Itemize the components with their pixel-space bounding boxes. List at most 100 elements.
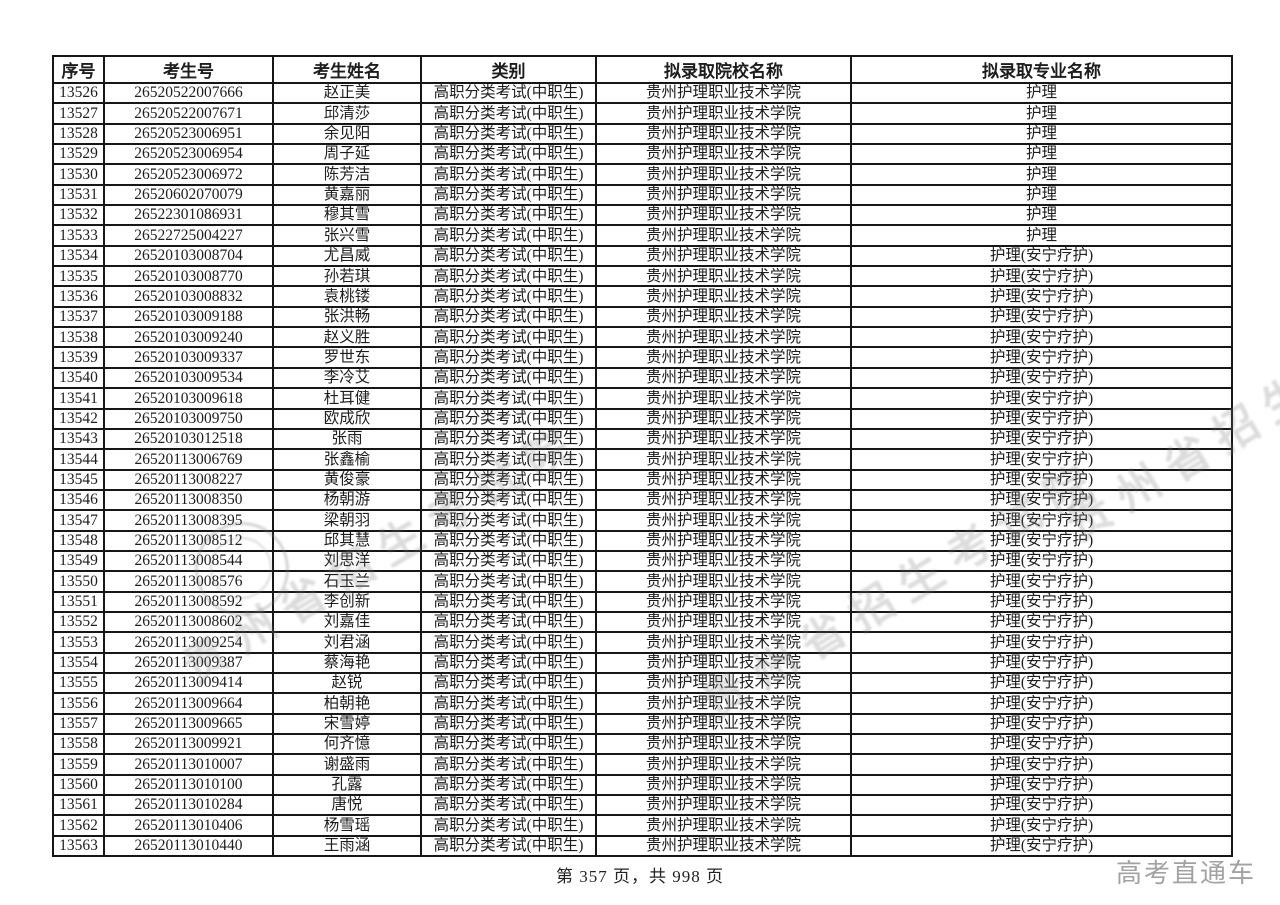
cell-index: 13543 — [52, 427, 105, 451]
cell-college: 贵州护理职业技术学院 — [595, 529, 852, 552]
cell-index: 13556 — [52, 692, 105, 715]
cell-category: 高职分类考试(中职生) — [420, 265, 597, 288]
cell-index: 13529 — [52, 143, 105, 166]
cell-college: 贵州护理职业技术学院 — [595, 305, 852, 329]
table-row: 13534 26520103008704 尤昌威 高职分类考试(中职生) 贵州护理职业技… — [52, 244, 1233, 268]
cell-college: 贵州护理职业技术学院 — [595, 651, 852, 674]
table-row: 13556 26520113009664 柏朝艳 高职分类考试(中职生) 贵州护理职业技… — [52, 692, 1233, 715]
cell-category: 高职分类考试(中职生) — [420, 346, 597, 369]
cell-college: 贵州护理职业技术学院 — [595, 183, 852, 207]
cell-category: 高职分类考试(中职生) — [420, 794, 597, 817]
cell-index: 13536 — [52, 285, 105, 308]
cell-college: 贵州护理职业技术学院 — [595, 285, 852, 308]
table-row: 13539 26520103009337 罗世东 高职分类考试(中职生) 贵州护理职业技… — [52, 346, 1233, 369]
cell-index: 13553 — [52, 631, 105, 654]
cell-candidate-no: 26520113009387 — [103, 651, 274, 674]
table-row: 13541 26520103009618 杜耳健 高职分类考试(中职生) 贵州护理职业技… — [52, 387, 1233, 410]
cell-index: 13562 — [52, 814, 105, 837]
table-row: 13543 26520103012518 张雨 高职分类考试(中职生) 贵州护理职业技术… — [52, 427, 1233, 451]
cell-index: 13545 — [52, 468, 105, 491]
cell-index: 13535 — [52, 265, 105, 288]
table-row: 13540 26520103009534 李冷艾 高职分类考试(中职生) 贵州护理职业技… — [52, 366, 1233, 390]
cell-major: 护理(安宁疗护) — [850, 326, 1233, 349]
cell-major: 护理(安宁疗护) — [850, 407, 1233, 430]
cell-index: 13538 — [52, 326, 105, 349]
header-name: 考生姓名 — [272, 55, 422, 84]
cell-candidate-no: 26520113008592 — [103, 590, 274, 613]
cell-major: 护理(安宁疗护) — [850, 671, 1233, 695]
cell-name: 黄俊豪 — [272, 468, 422, 491]
cell-major: 护理(安宁疗护) — [850, 590, 1233, 613]
cell-college: 贵州护理职业技术学院 — [595, 794, 852, 817]
cell-college: 贵州护理职业技术学院 — [595, 244, 852, 268]
table-body: 13526 26520522007666 赵正美 高职分类考试(中职生) 贵州护理职业技… — [52, 81, 1233, 858]
cell-category: 高职分类考试(中职生) — [420, 549, 597, 573]
cell-major: 护理(安宁疗护) — [850, 753, 1233, 776]
cell-major: 护理(安宁疗护) — [850, 610, 1233, 634]
cell-category: 高职分类考试(中职生) — [420, 224, 597, 247]
cell-category: 高职分类考试(中职生) — [420, 81, 597, 105]
cell-category: 高职分类考试(中职生) — [420, 448, 597, 471]
cell-college: 贵州护理职业技术学院 — [595, 224, 852, 247]
cell-index: 13526 — [52, 81, 105, 105]
cell-candidate-no: 26520113010406 — [103, 814, 274, 837]
cell-index: 13558 — [52, 732, 105, 756]
table-row: 13537 26520103009188 张洪畅 高职分类考试(中职生) 贵州护理职业技… — [52, 305, 1233, 329]
cell-name: 何齐憶 — [272, 732, 422, 756]
table-row: 13558 26520113009921 何齐憶 高职分类考试(中职生) 贵州护理职业技… — [52, 732, 1233, 756]
cell-college: 贵州护理职业技术学院 — [595, 326, 852, 349]
cell-index: 13541 — [52, 387, 105, 410]
cell-name: 赵义胜 — [272, 326, 422, 349]
cell-candidate-no: 26520113008227 — [103, 468, 274, 491]
cell-name: 孙若琪 — [272, 265, 422, 288]
cell-index: 13546 — [52, 488, 105, 512]
cell-college: 贵州护理职业技术学院 — [595, 265, 852, 288]
cell-major: 护理(安宁疗护) — [850, 570, 1233, 593]
cell-category: 高职分类考试(中职生) — [420, 631, 597, 654]
cell-candidate-no: 26520523006972 — [103, 163, 274, 186]
cell-index: 13547 — [52, 509, 105, 532]
brand-logo: 高考直通车 — [1115, 858, 1256, 888]
table-row: 13533 26522725004227 张兴雪 高职分类考试(中职生) 贵州护理职业技… — [52, 224, 1233, 247]
cell-candidate-no: 26520113008576 — [103, 570, 274, 593]
cell-major: 护理(安宁疗护) — [850, 834, 1233, 858]
cell-name: 陈芳洁 — [272, 163, 422, 186]
cell-name: 袁桃镂 — [272, 285, 422, 308]
cell-major: 护理(安宁疗护) — [850, 794, 1233, 817]
cell-name: 张雨 — [272, 427, 422, 451]
cell-college: 贵州护理职业技术学院 — [595, 143, 852, 166]
cell-college: 贵州护理职业技术学院 — [595, 631, 852, 654]
header-candidate-no: 考生号 — [103, 55, 274, 84]
cell-major: 护理(安宁疗护) — [850, 244, 1233, 268]
table-row: 13552 26520113008602 刘嘉佳 高职分类考试(中职生) 贵州护理职业技… — [52, 610, 1233, 634]
cell-index: 13560 — [52, 773, 105, 797]
cell-candidate-no: 26522725004227 — [103, 224, 274, 247]
cell-college: 贵州护理职业技术学院 — [595, 570, 852, 593]
cell-index: 13544 — [52, 448, 105, 471]
cell-major: 护理(安宁疗护) — [850, 265, 1233, 288]
cell-college: 贵州护理职业技术学院 — [595, 488, 852, 512]
table-row: 13563 26520113010440 王雨涵 高职分类考试(中职生) 贵州护理职业技… — [52, 834, 1233, 858]
cell-major: 护理 — [850, 102, 1233, 125]
cell-name: 孔露 — [272, 773, 422, 797]
cell-category: 高职分类考试(中职生) — [420, 509, 597, 532]
cell-name: 尤昌威 — [272, 244, 422, 268]
cell-name: 邱清莎 — [272, 102, 422, 125]
cell-name: 石玉兰 — [272, 570, 422, 593]
cell-name: 杜耳健 — [272, 387, 422, 410]
table-row: 13557 26520113009665 宋雪婷 高职分类考试(中职生) 贵州护理职业技… — [52, 712, 1233, 736]
cell-name: 张鑫榆 — [272, 448, 422, 471]
cell-major: 护理(安宁疗护) — [850, 529, 1233, 552]
cell-college: 贵州护理职业技术学院 — [595, 732, 852, 756]
table-row: 13527 26520522007671 邱清莎 高职分类考试(中职生) 贵州护理职业技… — [52, 102, 1233, 125]
cell-name: 邱其慧 — [272, 529, 422, 552]
cell-index: 13533 — [52, 224, 105, 247]
cell-index: 13527 — [52, 102, 105, 125]
table-row: 13546 26520113008350 杨朝游 高职分类考试(中职生) 贵州护理职业技… — [52, 488, 1233, 512]
cell-college: 贵州护理职业技术学院 — [595, 122, 852, 146]
cell-name: 王雨涵 — [272, 834, 422, 858]
cell-candidate-no: 26520113008544 — [103, 549, 274, 573]
cell-category: 高职分类考试(中职生) — [420, 753, 597, 776]
table-row: 13555 26520113009414 赵锐 高职分类考试(中职生) 贵州护理职业技术… — [52, 671, 1233, 695]
cell-candidate-no: 26520103012518 — [103, 427, 274, 451]
